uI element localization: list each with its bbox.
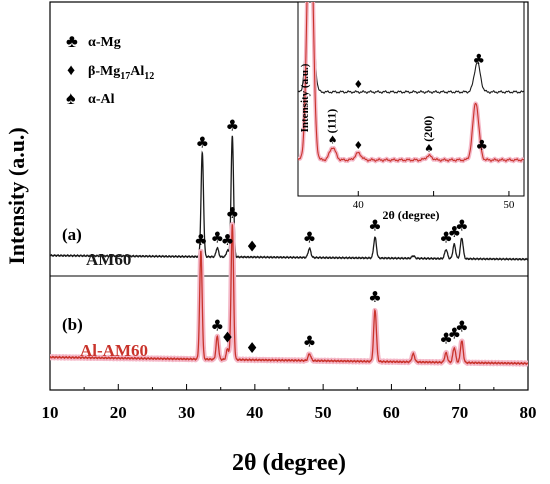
legend-item-beta-mg17al12: ♦ β-Mg17Al12 — [67, 62, 154, 82]
main-x-ticks: 10 20 30 40 50 60 70 80 — [42, 384, 537, 422]
sample-label-al-am60: Al-AM60 — [80, 341, 148, 360]
x-axis-label: 2θ (degree) — [232, 450, 346, 476]
club-marker: ♣ — [211, 228, 224, 246]
miller-index-label: (200) — [421, 116, 435, 142]
diamond-marker: ♦ — [221, 328, 234, 346]
club-icon: ♣ — [66, 31, 78, 51]
inset-plot: ♦♣♠(111)♦ ♠(200)♣ 40 50 Intensity (a.u.) 2… — [297, 1, 525, 222]
inset-x-axis-label: 2θ (degree) — [382, 208, 439, 222]
series-line-al-am60 — [50, 224, 528, 366]
club-marker: ♣ — [226, 117, 239, 135]
legend-label: α-Mg — [88, 35, 121, 50]
club-marker: ♣ — [368, 217, 381, 235]
legend-subscript: 12 — [144, 71, 154, 82]
inset-frame — [297, 1, 525, 197]
diamond-marker: ♦ — [353, 78, 363, 91]
panel-label-a: (a) — [62, 225, 82, 244]
x-tick-label: 40 — [246, 403, 263, 422]
panel-label-b: (b) — [62, 315, 83, 334]
diamond-marker: ♦ — [245, 339, 258, 357]
main-peak-markers: ♣♣♣♣♦♣♣♣♣♣♣♣♦♣♦ ♣♣♣♣♣ — [194, 117, 468, 358]
diamond-marker: ♦ — [245, 238, 258, 256]
club-marker: ♣ — [473, 52, 486, 68]
inset-traces — [298, 2, 524, 164]
club-marker: ♣ — [303, 332, 316, 350]
club-marker: ♣ — [226, 204, 239, 222]
inset-series-line — [298, 2, 524, 162]
club-marker: ♣ — [439, 330, 452, 348]
legend-label: α-Al — [88, 92, 115, 107]
main-traces — [50, 135, 528, 367]
legend-item-alpha-al: ♠ α-Al — [66, 88, 115, 108]
legend-label: β-Mg17Al12 — [88, 64, 154, 82]
legend-label-part: Al — [130, 64, 144, 79]
y-axis-label: Intensity (a.u.) — [4, 127, 29, 265]
spade-marker: ♠ — [424, 142, 434, 155]
miller-index-label: (111) — [325, 109, 339, 134]
club-marker: ♣ — [196, 134, 209, 152]
x-tick-label: 50 — [315, 403, 332, 422]
inset-annotations: ♦♣♠(111)♦ ♠(200)♣ — [325, 52, 488, 155]
legend-item-alpha-mg: ♣ α-Mg — [66, 31, 121, 51]
diamond-icon: ♦ — [67, 62, 75, 79]
legend-subscript: 17 — [120, 71, 130, 82]
inset-x-tick-label: 50 — [503, 199, 515, 211]
sample-label-am60: AM60 — [86, 250, 131, 269]
x-tick-label: 60 — [383, 403, 400, 422]
spade-marker: ♠ — [328, 133, 338, 146]
legend: ♣ α-Mg ♦ β-Mg17Al12 ♠ α-Al — [66, 31, 154, 108]
club-marker: ♣ — [211, 316, 224, 334]
club-marker: ♣ — [303, 228, 316, 246]
club-marker: ♣ — [448, 223, 461, 241]
inset-y-axis-label: Intensity (a.u.) — [299, 63, 311, 132]
inset-x-ticks: 40 50 — [353, 191, 515, 211]
x-tick-label: 70 — [451, 403, 468, 422]
spade-icon: ♠ — [66, 88, 76, 108]
club-marker: ♣ — [194, 231, 207, 249]
club-marker: ♣ — [439, 228, 452, 246]
club-marker: ♣ — [448, 324, 461, 342]
club-marker: ♣ — [476, 138, 489, 154]
legend-label-part: β-Mg — [88, 64, 120, 79]
inset-series-line — [298, 2, 524, 94]
x-tick-label: 30 — [178, 403, 195, 422]
club-marker: ♣ — [455, 217, 468, 235]
diamond-marker: ♦ — [353, 139, 363, 152]
club-marker: ♣ — [455, 318, 468, 336]
x-tick-label: 80 — [520, 403, 537, 422]
series-line-am60 — [50, 135, 528, 261]
x-tick-label: 20 — [110, 403, 127, 422]
x-tick-label: 10 — [42, 403, 59, 422]
club-marker: ♣ — [221, 231, 234, 249]
inset-x-tick-label: 40 — [353, 199, 365, 211]
club-marker: ♣ — [368, 288, 381, 306]
